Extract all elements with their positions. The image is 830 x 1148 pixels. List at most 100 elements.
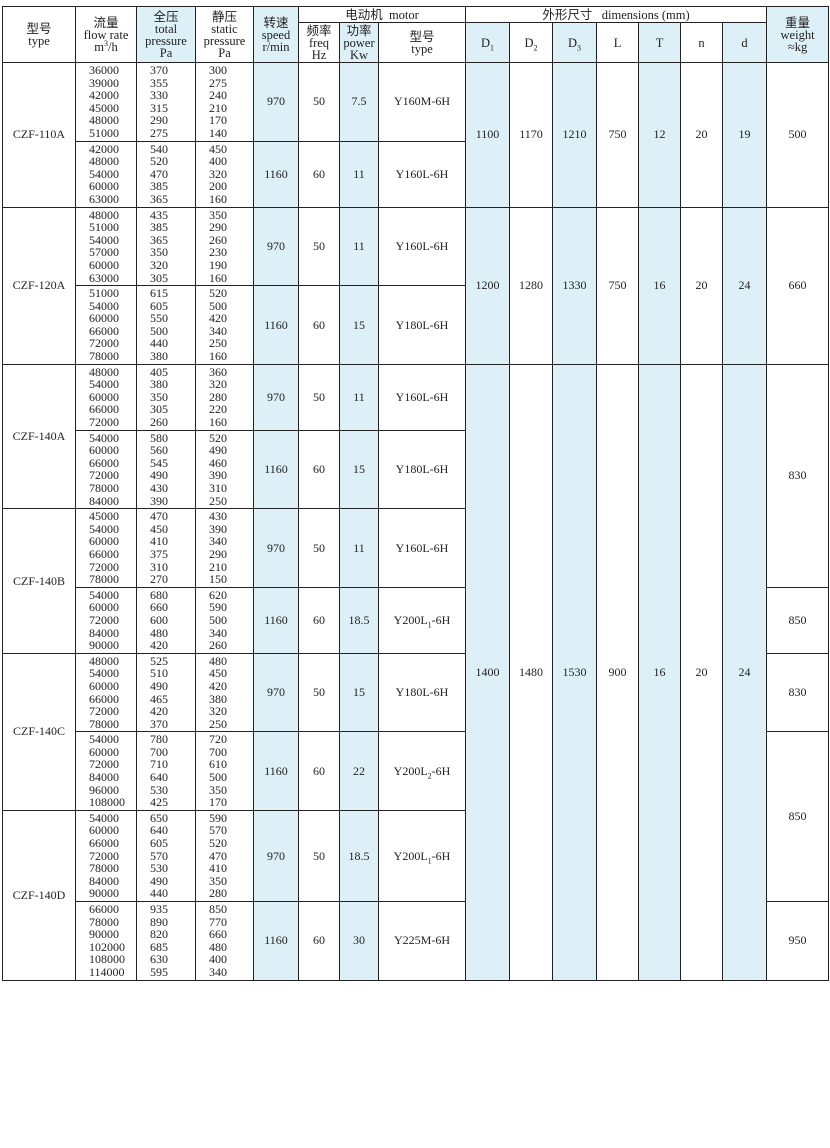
static-value: 275 bbox=[209, 75, 227, 90]
text: 1170 bbox=[519, 127, 543, 142]
text: d bbox=[741, 35, 748, 50]
static-value: 420 bbox=[209, 678, 227, 693]
static-value: 150 bbox=[209, 572, 227, 587]
text: Y225M-6H bbox=[394, 933, 451, 948]
speed-cell: 970 bbox=[253, 206, 299, 287]
text: Y180L-6H bbox=[395, 685, 449, 700]
flow-value: 54000 bbox=[89, 666, 119, 681]
total-value: 405 bbox=[150, 364, 168, 379]
static-list: 520 490 460 390 310 250 bbox=[195, 429, 254, 510]
flow-list: 54000 60000 66000 72000 78000 84000 bbox=[75, 429, 137, 510]
speed-cell: 970 bbox=[253, 508, 299, 588]
total-value: 355 bbox=[150, 75, 168, 90]
static-value: 340 bbox=[209, 964, 227, 979]
dimension-t: 16 bbox=[638, 363, 682, 981]
total-list: 780 700 710 640 530 425 bbox=[136, 731, 196, 811]
power-cell: 11 bbox=[339, 206, 379, 287]
static-value: 230 bbox=[209, 245, 227, 260]
flow-value: 72000 bbox=[89, 468, 119, 483]
flow-value: 63000 bbox=[89, 270, 119, 285]
text: Kw bbox=[349, 47, 369, 62]
flow-list: 54000 60000 66000 72000 78000 84000 90000 bbox=[75, 809, 137, 903]
total-value: 540 bbox=[150, 141, 168, 156]
text: weight bbox=[780, 27, 815, 42]
flow-list: 36000 39000 42000 45000 48000 51000 bbox=[75, 62, 137, 142]
text: 950 bbox=[788, 933, 807, 948]
power-cell: 15 bbox=[339, 429, 379, 510]
flow-value: 102000 bbox=[89, 939, 125, 954]
subscript: 1 bbox=[490, 43, 495, 52]
weight-cell: 950 bbox=[766, 901, 830, 981]
flow-value: 84000 bbox=[89, 625, 119, 640]
dimension-t: 12 bbox=[638, 62, 682, 208]
motor-cell: Y180L-6H bbox=[377, 429, 467, 510]
data-row: 54000 60000 72000 84000 96000 108000 780 700 710… bbox=[3, 731, 830, 902]
total-value: 350 bbox=[150, 389, 168, 404]
static-value: 480 bbox=[209, 939, 227, 954]
motor-cell: Y160L-6H bbox=[377, 140, 467, 208]
freq-cell: 60 bbox=[298, 901, 340, 981]
static-value: 250 bbox=[209, 716, 227, 731]
text: 1160 bbox=[264, 933, 288, 948]
static-value: 520 bbox=[209, 286, 227, 301]
flow-value: 60000 bbox=[89, 823, 119, 838]
static-value: 340 bbox=[209, 323, 227, 338]
power-cell: 11 bbox=[339, 140, 379, 208]
data-row: 66000 78000 90000 102000 108000 114000 935 890 8… bbox=[3, 901, 830, 981]
dimension-d: 24 bbox=[722, 363, 768, 981]
text: D bbox=[524, 35, 534, 50]
text: 19 bbox=[738, 127, 751, 142]
text: 50 bbox=[313, 848, 325, 863]
dimension-d2: 1170 bbox=[509, 62, 554, 208]
flow-list: 66000 78000 90000 102000 108000 114000 bbox=[75, 901, 137, 981]
text: 全压 bbox=[153, 9, 179, 24]
flow-value: 78000 bbox=[89, 861, 119, 876]
total-value: 510 bbox=[150, 666, 168, 681]
static-value: 400 bbox=[209, 154, 227, 169]
static-value: 340 bbox=[209, 534, 227, 549]
static-value: 430 bbox=[209, 509, 227, 524]
flow-value: 54000 bbox=[89, 521, 119, 536]
text: 660 bbox=[788, 278, 807, 293]
flow-list: 48000 54000 60000 66000 72000 78000 bbox=[75, 652, 137, 733]
total-value: 640 bbox=[150, 770, 168, 785]
text: m bbox=[94, 39, 104, 54]
header-line: d bbox=[724, 35, 766, 50]
dimension-d: 19 bbox=[722, 62, 768, 208]
motor-cell: Y180L-6H bbox=[377, 285, 467, 365]
total-value: 530 bbox=[150, 782, 168, 797]
text: 7.5 bbox=[351, 94, 367, 109]
power-cell: 11 bbox=[339, 508, 379, 588]
dimension-d2: 1480 bbox=[509, 363, 554, 981]
model-type: CZF-140C bbox=[2, 652, 76, 811]
static-value: 160 bbox=[209, 191, 227, 206]
flow-value: 39000 bbox=[89, 75, 119, 90]
header-line: power bbox=[341, 36, 378, 49]
header-line: type bbox=[380, 42, 465, 55]
dimension-d1: 1100 bbox=[465, 62, 511, 208]
flow-value: 60000 bbox=[89, 179, 119, 194]
header-cell: T bbox=[638, 22, 682, 63]
flow-value: 48000 bbox=[89, 207, 119, 222]
model-type: CZF-140D bbox=[2, 809, 76, 981]
text: 1200 bbox=[475, 278, 500, 293]
static-value: 520 bbox=[209, 430, 227, 445]
dimension-n: 20 bbox=[680, 363, 724, 981]
weight-cell: 500 bbox=[766, 62, 830, 208]
flow-value: 108000 bbox=[89, 795, 125, 810]
data-row: CZF-110A 36000 39000 42000 45000 48000 51000 37… bbox=[2, 62, 830, 208]
total-value: 490 bbox=[150, 873, 168, 888]
static-list: 720 700 610 500 350 170 bbox=[195, 731, 254, 811]
total-value: 545 bbox=[150, 455, 168, 470]
text: CZF-140D bbox=[12, 887, 66, 902]
text: 750 bbox=[608, 278, 627, 293]
text: /h bbox=[108, 39, 118, 54]
flow-value: 84000 bbox=[89, 493, 119, 508]
text: 830 bbox=[788, 685, 807, 700]
model-type: CZF-140A bbox=[2, 363, 76, 510]
total-value: 465 bbox=[150, 691, 168, 706]
text: flow rate bbox=[83, 27, 129, 42]
static-value: 620 bbox=[209, 587, 227, 602]
static-value: 140 bbox=[209, 125, 227, 140]
static-value: 410 bbox=[209, 861, 227, 876]
